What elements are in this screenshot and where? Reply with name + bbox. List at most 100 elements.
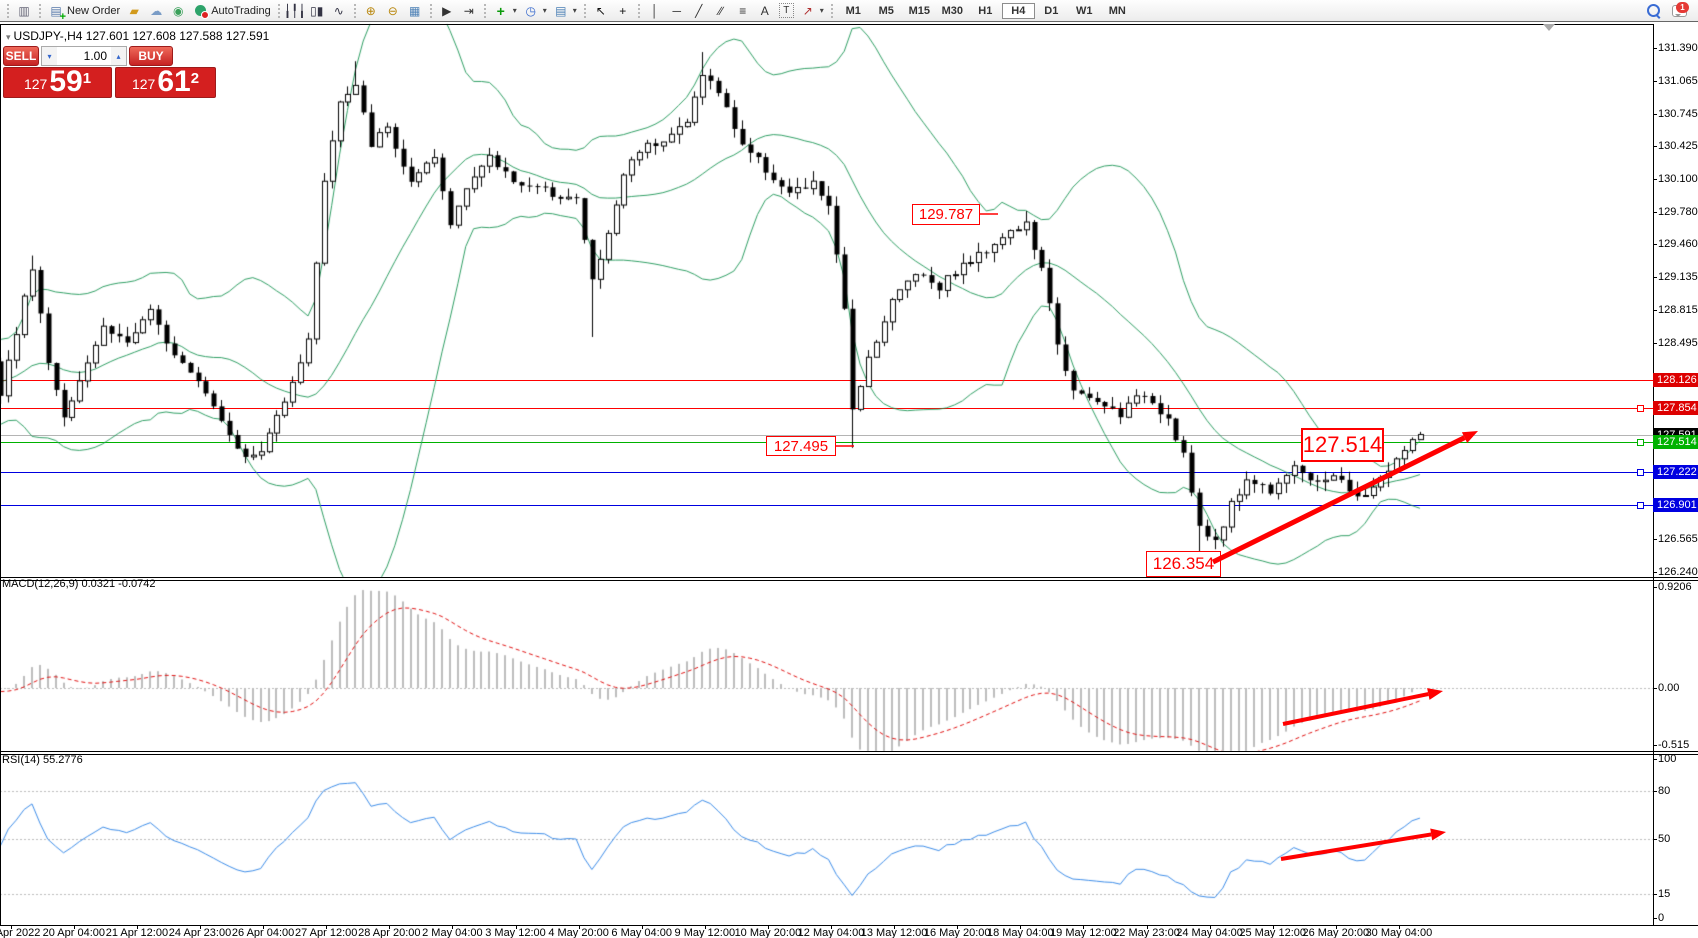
buy-price-big-figure: 127 — [131, 76, 156, 92]
time-axis-tick — [263, 925, 265, 929]
bar-chart-button[interactable]: ╽╿╽ — [284, 2, 306, 20]
toolbar-separator — [637, 3, 640, 18]
chart-left-border — [0, 24, 1, 925]
text-button[interactable]: A — [754, 2, 776, 20]
cloud-button[interactable]: ☁ — [145, 2, 167, 20]
time-axis-tick — [326, 925, 328, 929]
rsi-axis-label: 80 — [1658, 784, 1671, 797]
timeframe-m30-button[interactable]: M30 — [941, 4, 963, 17]
indicators-button[interactable]: + ▾ — [490, 2, 520, 20]
buy-button[interactable]: BUY — [129, 46, 173, 66]
timeframe-mn-button[interactable]: MN — [1108, 4, 1126, 17]
timeframe-m15-button[interactable]: M15 — [908, 4, 930, 17]
volume-increase-button[interactable]: ▴ — [111, 47, 126, 65]
sell-price-display[interactable]: 127 59 1 — [3, 67, 112, 98]
price-axis-label: 129.135 — [1658, 271, 1698, 284]
chevron-down-icon[interactable]: ▾ — [819, 6, 824, 15]
timeframe-m5-button[interactable]: M5 — [878, 4, 894, 17]
price-axis-tick — [1653, 48, 1657, 49]
notification-badge: 1 — [1676, 1, 1689, 13]
time-axis-tick — [957, 925, 959, 929]
price-tag-127.222: 127.222 — [1653, 465, 1698, 480]
panel-border[interactable] — [0, 577, 1698, 578]
arrows-icon: ↗ — [802, 3, 813, 18]
chart-shift-marker-icon[interactable] — [1543, 24, 1555, 31]
price-axis-label: 131.390 — [1658, 42, 1698, 54]
time-axis-tick — [1272, 925, 1274, 929]
signal-button[interactable]: ◉ — [167, 2, 189, 20]
zoom-out-button[interactable]: ⊖ — [382, 2, 404, 20]
trendline-button[interactable]: ╱ — [688, 2, 710, 20]
panel-border[interactable] — [0, 579, 1698, 581]
price-axis-label: 130.100 — [1658, 173, 1698, 186]
annotation-126.354[interactable]: 126.354 — [1146, 551, 1221, 577]
horizontal-line-icon: ─ — [672, 3, 682, 18]
chat-icon[interactable]: 1 — [1671, 1, 1689, 19]
sell-price-pips: 59 — [49, 65, 83, 98]
toolbar-separator — [830, 3, 833, 18]
time-axis-tick — [452, 925, 454, 929]
sell-button[interactable]: SELL — [3, 46, 39, 66]
autotrading-button[interactable]: AutoTrading — [189, 2, 274, 20]
panel-border[interactable] — [0, 925, 1698, 926]
timeframe-d1-button[interactable]: D1 — [1044, 4, 1059, 17]
rsi-axis-label: 100 — [1658, 753, 1677, 765]
new-order-icon: ▤ + — [50, 3, 66, 23]
auto-scroll-icon: ▶ — [442, 3, 452, 18]
toolbar-separator — [277, 3, 280, 18]
candlestick-chart-icon: ▯▮ — [310, 3, 324, 18]
macd-axis-label: 0.00 — [1658, 682, 1680, 694]
gold-button[interactable]: ▰ — [123, 2, 145, 20]
buy-price-display[interactable]: 127 61 2 — [115, 67, 216, 98]
periods-button[interactable]: ◷ ▾ — [520, 2, 550, 20]
timeframe-m1-button[interactable]: M1 — [845, 4, 861, 17]
zoom-in-button[interactable]: ⊕ — [360, 2, 382, 20]
annotation-127.495[interactable]: 127.495 — [766, 436, 836, 456]
annotation-127.514[interactable]: 127.514 — [1301, 428, 1384, 462]
new-order-button[interactable]: ▤ + New Order — [45, 2, 123, 23]
arrows-button[interactable]: ↗ ▾ — [797, 2, 827, 20]
price-axis-label: 129.780 — [1658, 205, 1698, 218]
volume-input[interactable] — [57, 47, 111, 65]
tile-windows-button[interactable]: ▦ — [404, 2, 426, 20]
symbol-title-text: USDJPY-,H4 127.601 127.608 127.588 127.5… — [13, 29, 270, 43]
new-order-label: New Order — [67, 4, 121, 17]
buy-price-point: 2 — [190, 70, 200, 87]
panel-border[interactable] — [0, 753, 1698, 755]
chart-window-button[interactable]: ▥ — [13, 2, 35, 20]
time-axis-tick — [1146, 925, 1148, 929]
chart-shift-button[interactable]: ⇥ — [458, 2, 480, 20]
volume-decrease-button[interactable]: ▾ — [42, 47, 57, 65]
candlestick-chart-button[interactable]: ▯▮ — [306, 2, 328, 20]
equidistant-channel-button[interactable]: ∕∕ — [710, 2, 732, 20]
templates-button[interactable]: ▤ ▾ — [550, 2, 580, 20]
toolbar-separator — [483, 3, 486, 18]
search-icon[interactable] — [1645, 3, 1661, 19]
autotrading-label: AutoTrading — [211, 4, 271, 17]
chevron-down-icon[interactable]: ▾ — [512, 6, 517, 15]
vertical-line-icon: │ — [651, 3, 659, 18]
horizontal-line-button[interactable]: ─ — [666, 2, 688, 20]
timeframe-h4-button[interactable]: H4 — [1001, 2, 1035, 19]
cursor-button[interactable]: ↖ — [590, 2, 612, 20]
text-label-button[interactable]: T — [776, 2, 797, 20]
chevron-down-icon[interactable]: ▾ — [572, 6, 577, 15]
line-chart-icon: ∿ — [333, 3, 344, 18]
auto-scroll-button[interactable]: ▶ — [436, 2, 458, 20]
chevron-down-icon[interactable]: ▾ — [542, 6, 547, 15]
rsi-axis-tick — [1653, 894, 1657, 896]
crosshair-button[interactable]: + — [612, 2, 634, 20]
text-icon: A — [760, 3, 769, 18]
autotrading-icon — [192, 3, 209, 19]
panel-border[interactable] — [0, 24, 1653, 25]
annotation-129.787[interactable]: 129.787 — [912, 204, 980, 225]
timeframe-w1-button[interactable]: W1 — [1076, 4, 1093, 17]
fibonacci-button[interactable]: ≡ — [732, 2, 754, 20]
rsi-axis-tick — [1653, 790, 1657, 792]
line-chart-button[interactable]: ∿ — [328, 2, 350, 20]
timeframe-h1-button[interactable]: H1 — [978, 4, 993, 17]
panel-border[interactable] — [0, 751, 1698, 752]
vertical-line-button[interactable]: │ — [644, 2, 666, 20]
time-axis-tick — [578, 925, 580, 929]
